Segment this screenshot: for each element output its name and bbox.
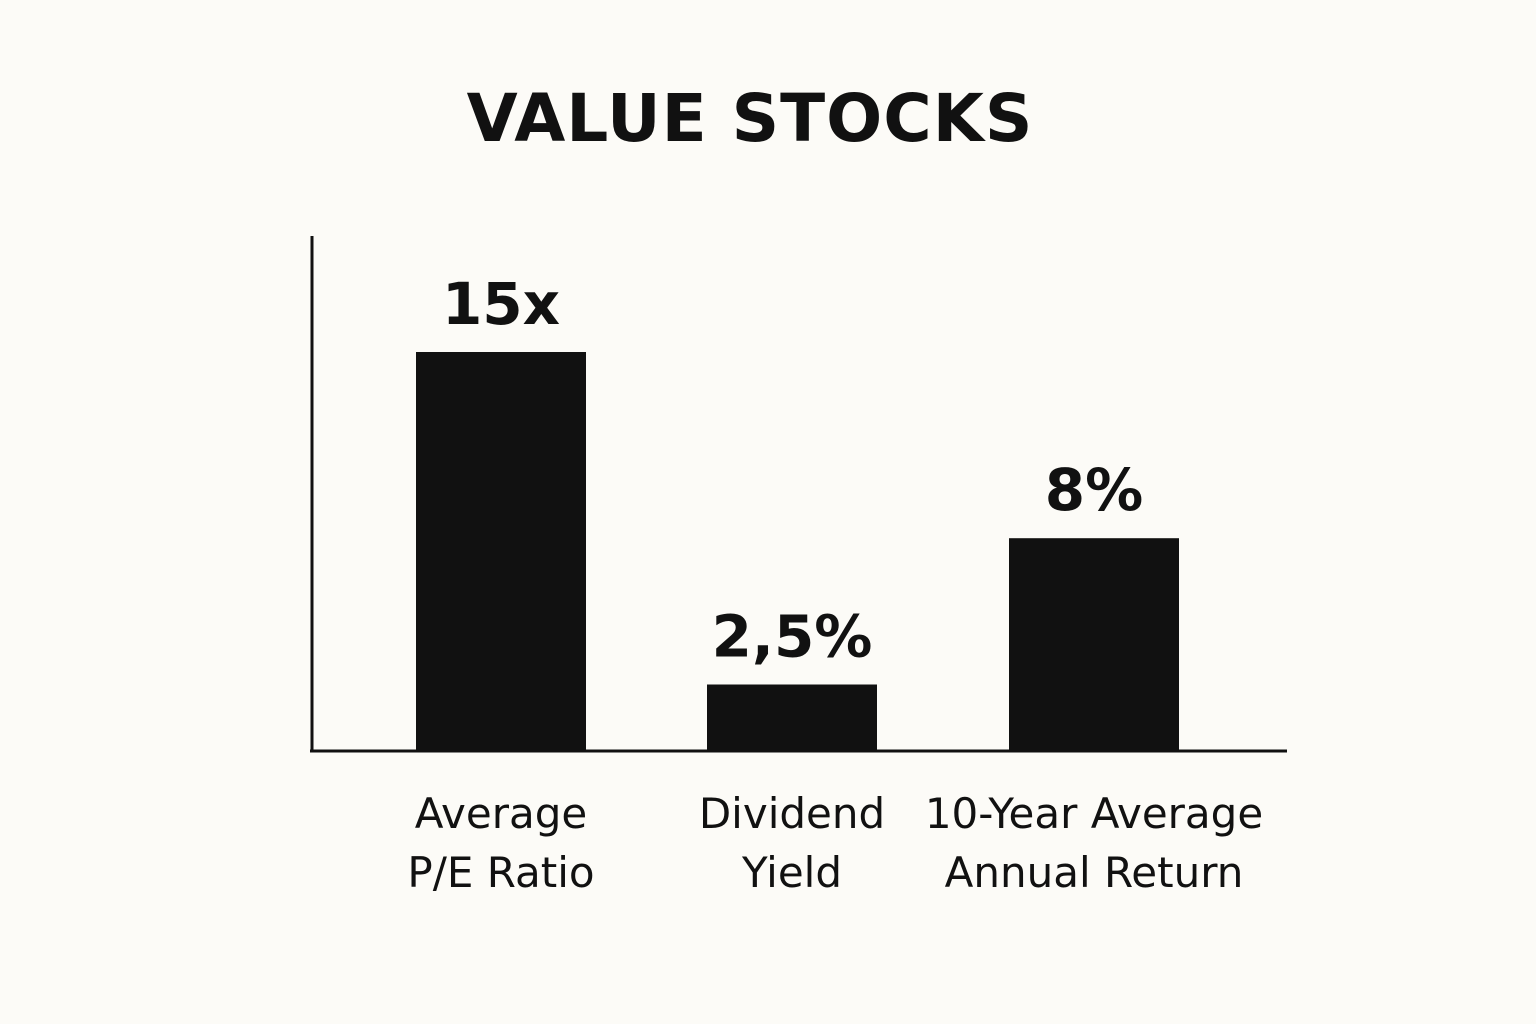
- category-label-1-line-2: P/E Ratio: [407, 848, 594, 897]
- chart-title: VALUE STOCKS: [466, 80, 1034, 157]
- bar-3: [1009, 538, 1179, 751]
- value-label-2: 2,5%: [712, 603, 873, 671]
- category-label-3-line-1: 10-Year Average: [925, 789, 1263, 838]
- category-label-2-line-1: Dividend: [699, 789, 885, 838]
- category-label-2-line-2: Yield: [741, 848, 842, 897]
- value-label-3: 8%: [1045, 456, 1143, 524]
- value-label-1: 15x: [442, 270, 560, 338]
- category-label-1-line-1: Average: [415, 789, 587, 838]
- bar-2: [707, 684, 877, 751]
- bars-group: 15x Average P/E Ratio 2,5% Dividend Yield 8% 10…: [407, 270, 1263, 897]
- bar-1: [416, 352, 586, 751]
- category-label-3-line-2: Annual Return: [945, 848, 1244, 897]
